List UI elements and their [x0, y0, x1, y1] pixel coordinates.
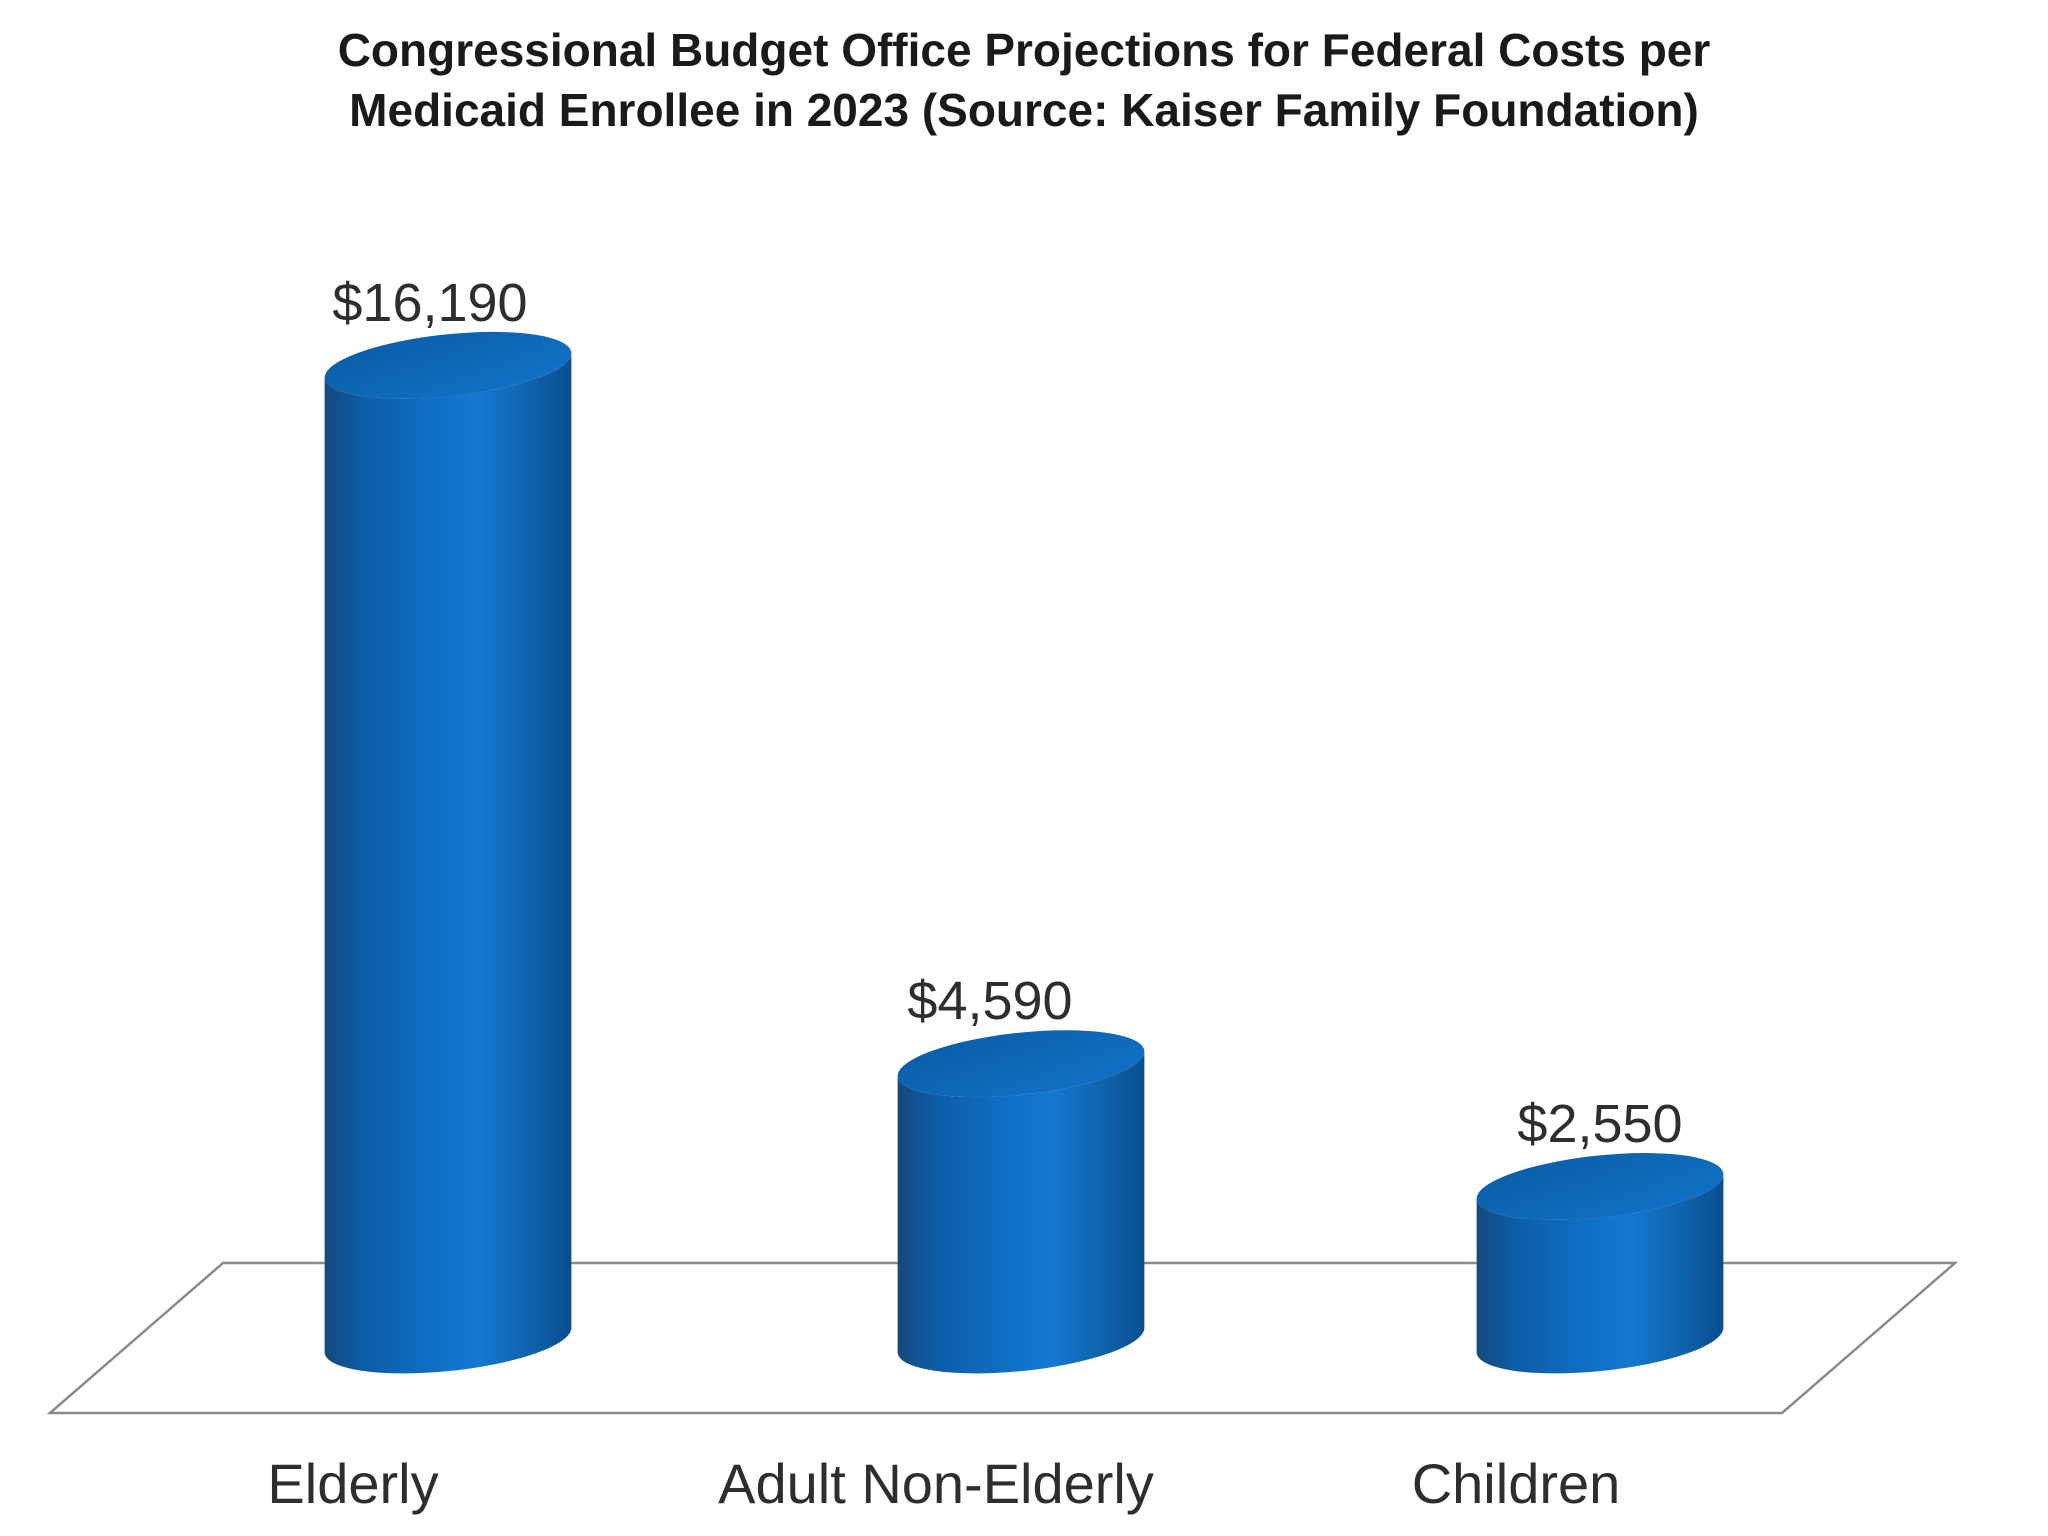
bar-children: $2,550 Children	[1412, 1094, 1724, 1515]
bar-top-face	[897, 1030, 1145, 1098]
floor-plane	[46, 1261, 1959, 1415]
value-label: $16,190	[332, 273, 527, 333]
bar-body	[324, 353, 572, 1374]
bar-body	[897, 1051, 1145, 1374]
chart-title-line1: Congressional Budget Office Projections …	[338, 24, 1711, 76]
bar-top-face	[324, 331, 572, 399]
bar-adult-non-elderly: $4,590 Adult Non-Elderly	[718, 971, 1154, 1515]
category-label: Adult Non-Elderly	[718, 1452, 1154, 1515]
bar-body	[1476, 1174, 1724, 1374]
value-label: $4,590	[907, 971, 1072, 1031]
value-label: $2,550	[1517, 1094, 1682, 1154]
bar-elderly: $16,190 Elderly	[267, 273, 572, 1515]
category-label: Elderly	[267, 1452, 438, 1515]
bar-top-face	[1476, 1153, 1724, 1220]
category-label: Children	[1412, 1452, 1621, 1515]
chart-title-line2: Medicaid Enrollee in 2023 (Source: Kaise…	[349, 84, 1699, 136]
